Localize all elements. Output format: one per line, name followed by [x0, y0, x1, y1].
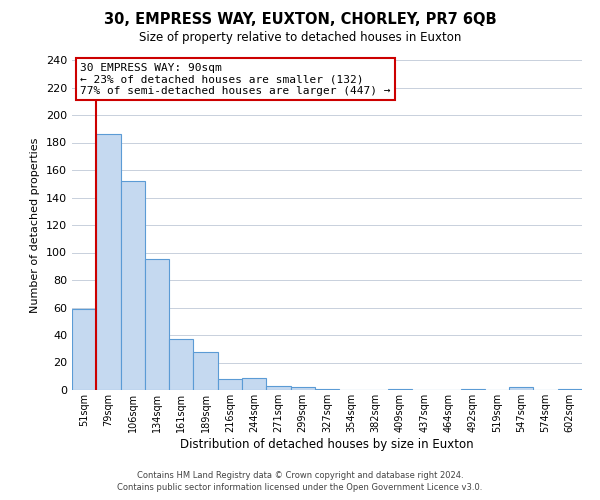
- Bar: [169, 339, 193, 390]
- Bar: [72, 309, 96, 390]
- Text: 30 EMPRESS WAY: 90sqm
← 23% of detached houses are smaller (132)
77% of semi-det: 30 EMPRESS WAY: 90sqm ← 23% of detached …: [80, 62, 391, 96]
- Bar: [242, 378, 266, 390]
- Bar: [315, 388, 339, 390]
- Bar: [193, 352, 218, 390]
- Text: 30, EMPRESS WAY, EUXTON, CHORLEY, PR7 6QB: 30, EMPRESS WAY, EUXTON, CHORLEY, PR7 6Q…: [104, 12, 496, 28]
- Bar: [218, 379, 242, 390]
- Text: Contains HM Land Registry data © Crown copyright and database right 2024.: Contains HM Land Registry data © Crown c…: [137, 471, 463, 480]
- Bar: [121, 181, 145, 390]
- Bar: [266, 386, 290, 390]
- Bar: [461, 388, 485, 390]
- Bar: [388, 388, 412, 390]
- Bar: [145, 260, 169, 390]
- Y-axis label: Number of detached properties: Number of detached properties: [31, 138, 40, 312]
- Bar: [509, 387, 533, 390]
- Text: Size of property relative to detached houses in Euxton: Size of property relative to detached ho…: [139, 31, 461, 44]
- X-axis label: Distribution of detached houses by size in Euxton: Distribution of detached houses by size …: [180, 438, 474, 450]
- Bar: [290, 387, 315, 390]
- Text: Contains public sector information licensed under the Open Government Licence v3: Contains public sector information licen…: [118, 484, 482, 492]
- Bar: [558, 388, 582, 390]
- Bar: [96, 134, 121, 390]
